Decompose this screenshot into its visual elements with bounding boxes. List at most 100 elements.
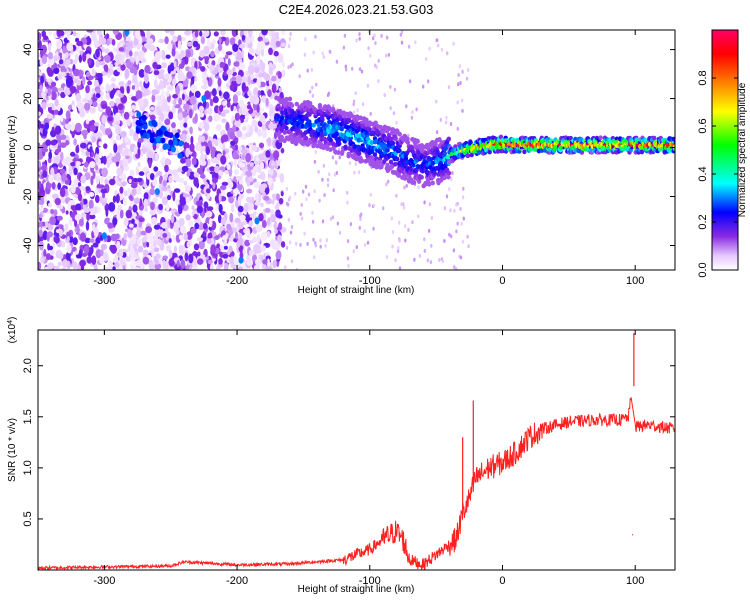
ridge-blob xyxy=(410,145,415,151)
noise-blob xyxy=(249,95,257,104)
noise-blob xyxy=(229,212,234,223)
noise-blob xyxy=(172,94,179,99)
noise-blob xyxy=(127,118,131,127)
noise-blob xyxy=(325,238,329,243)
ridge-core xyxy=(481,145,483,148)
noise-blob xyxy=(110,244,117,254)
noise-blob xyxy=(159,112,165,122)
noise-blob xyxy=(124,136,129,144)
noise-blob xyxy=(188,220,194,227)
noise-blob xyxy=(265,150,271,158)
noise-blob xyxy=(80,142,87,149)
noise-blob xyxy=(251,34,254,44)
noise-blob xyxy=(458,64,462,69)
noise-blob xyxy=(167,194,171,201)
noise-blob xyxy=(124,68,130,79)
noise-blob xyxy=(234,217,241,224)
noise-blob xyxy=(101,200,107,206)
noise-blob xyxy=(175,66,180,72)
noise-blob xyxy=(209,166,216,172)
noise-blob xyxy=(115,97,121,104)
noise-blob xyxy=(120,257,124,266)
noise-blob xyxy=(157,72,165,80)
noise-blob xyxy=(346,200,349,205)
noise-blob xyxy=(169,30,175,36)
noise-blob xyxy=(156,84,161,92)
noise-blob xyxy=(400,202,403,207)
noise-blob xyxy=(270,213,277,223)
noise-blob xyxy=(185,49,191,59)
noise-blob xyxy=(171,169,178,176)
early-ridge-blob xyxy=(136,111,142,118)
noise-blob xyxy=(60,65,67,74)
noise-blob xyxy=(307,192,311,197)
noise-blob xyxy=(243,265,247,270)
noise-blob xyxy=(256,55,261,65)
noise-blob xyxy=(202,145,206,152)
noise-blob xyxy=(105,106,112,116)
noise-blob xyxy=(73,167,78,176)
noise-blob xyxy=(59,205,64,210)
noise-blob xyxy=(166,85,174,91)
noise-blob xyxy=(162,55,166,61)
noise-blob xyxy=(289,32,292,36)
noise-blob xyxy=(162,255,168,260)
noise-blob xyxy=(163,73,170,80)
noise-blob xyxy=(152,197,158,204)
ridge-blob xyxy=(411,149,416,155)
noise-blob xyxy=(445,194,449,199)
noise-blob xyxy=(403,185,406,190)
noise-blob xyxy=(113,143,118,154)
noise-blob xyxy=(387,52,391,57)
noise-blob xyxy=(448,187,451,192)
ridge-blob xyxy=(393,161,398,167)
noise-blob xyxy=(45,253,51,261)
noise-blob xyxy=(336,221,340,226)
noise-blob xyxy=(230,203,235,213)
noise-blob xyxy=(352,99,356,104)
noise-blob xyxy=(115,134,121,141)
noise-blob xyxy=(210,244,217,254)
noise-blob xyxy=(95,60,100,68)
noise-blob xyxy=(195,142,202,152)
noise-blob xyxy=(160,94,165,100)
ridge-core xyxy=(637,143,639,147)
noise-blob xyxy=(107,85,114,91)
noise-blob xyxy=(411,110,414,115)
noise-blob xyxy=(261,130,268,139)
noise-blob xyxy=(95,93,101,99)
noise-blob xyxy=(38,180,42,189)
noise-blob xyxy=(176,259,180,268)
noise-blob xyxy=(49,216,56,226)
noise-blob xyxy=(430,216,434,220)
early-ridge-blob xyxy=(168,132,174,139)
noise-blob xyxy=(50,208,54,215)
noise-blob xyxy=(149,188,155,196)
noise-blob xyxy=(149,208,157,216)
noise-blob xyxy=(221,48,225,55)
ridge-blob xyxy=(282,130,288,135)
noise-blob xyxy=(245,196,253,203)
noise-blob xyxy=(60,115,64,123)
ridge-blob xyxy=(419,174,424,180)
noise-blob xyxy=(112,30,119,36)
noise-blob xyxy=(218,214,222,224)
noise-blob xyxy=(382,206,385,211)
noise-blob xyxy=(278,222,283,231)
noise-blob xyxy=(219,244,224,250)
noise-blob xyxy=(449,208,452,213)
noise-blob xyxy=(238,245,244,253)
ridge-blob xyxy=(397,148,402,154)
noise-blob xyxy=(104,54,111,64)
noise-blob xyxy=(172,191,176,202)
noise-blob xyxy=(449,122,453,126)
noise-blob xyxy=(144,73,149,84)
noise-blob xyxy=(161,196,168,206)
noise-blob xyxy=(295,241,298,246)
noise-blob xyxy=(89,146,93,153)
noise-blob xyxy=(259,114,266,123)
noise-blob xyxy=(355,245,358,250)
noise-blob xyxy=(246,259,254,267)
noise-blob xyxy=(177,40,182,50)
noise-blob xyxy=(74,122,82,133)
